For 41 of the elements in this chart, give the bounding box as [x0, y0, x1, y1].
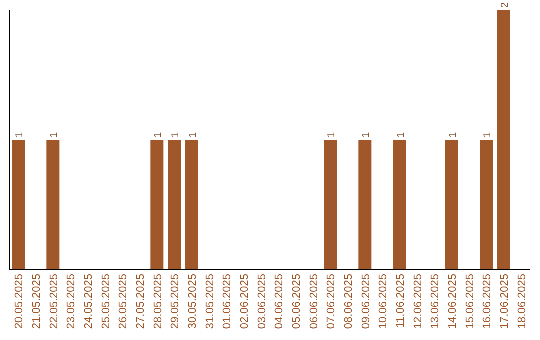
x-tick-label: 28.05.2025: [152, 274, 164, 330]
x-tick-label: 08.06.2025: [343, 274, 355, 330]
x-tick-label: 06.06.2025: [308, 274, 320, 330]
data-label: 1: [153, 132, 164, 138]
x-tick-label: 23.05.2025: [66, 274, 78, 330]
data-label: 1: [188, 132, 199, 138]
data-label: 1: [326, 132, 338, 138]
x-tick-label: 14.06.2025: [447, 274, 459, 330]
x-tick-label: 05.06.2025: [291, 274, 303, 330]
x-tick-label: 27.05.2025: [135, 274, 147, 330]
x-tick-label: 17.06.2025: [499, 274, 511, 330]
x-tick-label: 30.05.2025: [187, 274, 199, 330]
data-label: 1: [448, 132, 459, 138]
x-tick-label: 18.06.2025: [516, 274, 528, 330]
data-label: 2: [500, 2, 511, 8]
data-label: 1: [170, 132, 182, 138]
x-tick-label: 15.06.2025: [464, 274, 476, 330]
x-tick-label: 11.06.2025: [395, 274, 407, 328]
x-tick-label: 02.06.2025: [239, 274, 251, 330]
data-label: 1: [49, 132, 60, 138]
x-tick-label: 29.05.2025: [170, 274, 182, 330]
x-tick-label: 04.06.2025: [274, 274, 286, 330]
x-tick-label: 12.06.2025: [412, 274, 424, 330]
x-tick-label: 10.06.2025: [378, 274, 390, 330]
data-label: 1: [396, 132, 407, 138]
x-tick-label: 24.05.2025: [83, 274, 95, 330]
x-tick-label: 07.06.2025: [326, 274, 338, 330]
data-label: 1: [14, 132, 26, 138]
x-tick-label: 13.06.2025: [430, 274, 442, 330]
x-tick-label: 25.05.2025: [100, 274, 112, 330]
x-tick-label: 03.06.2025: [256, 274, 268, 330]
x-tick-label: 21.05.2025: [31, 274, 43, 330]
data-label: 1: [361, 132, 372, 138]
x-tick-label: 26.05.2025: [118, 274, 130, 330]
x-tick-label: 22.05.2025: [48, 274, 60, 330]
x-tick-label: 01.06.2025: [222, 274, 234, 330]
data-label: 1: [482, 132, 494, 138]
x-tick-label: 09.06.2025: [360, 274, 372, 330]
x-tick-label: 16.06.2025: [482, 274, 494, 330]
x-tick-label: 20.05.2025: [14, 274, 26, 330]
x-tick-label: 31.05.2025: [204, 274, 216, 330]
